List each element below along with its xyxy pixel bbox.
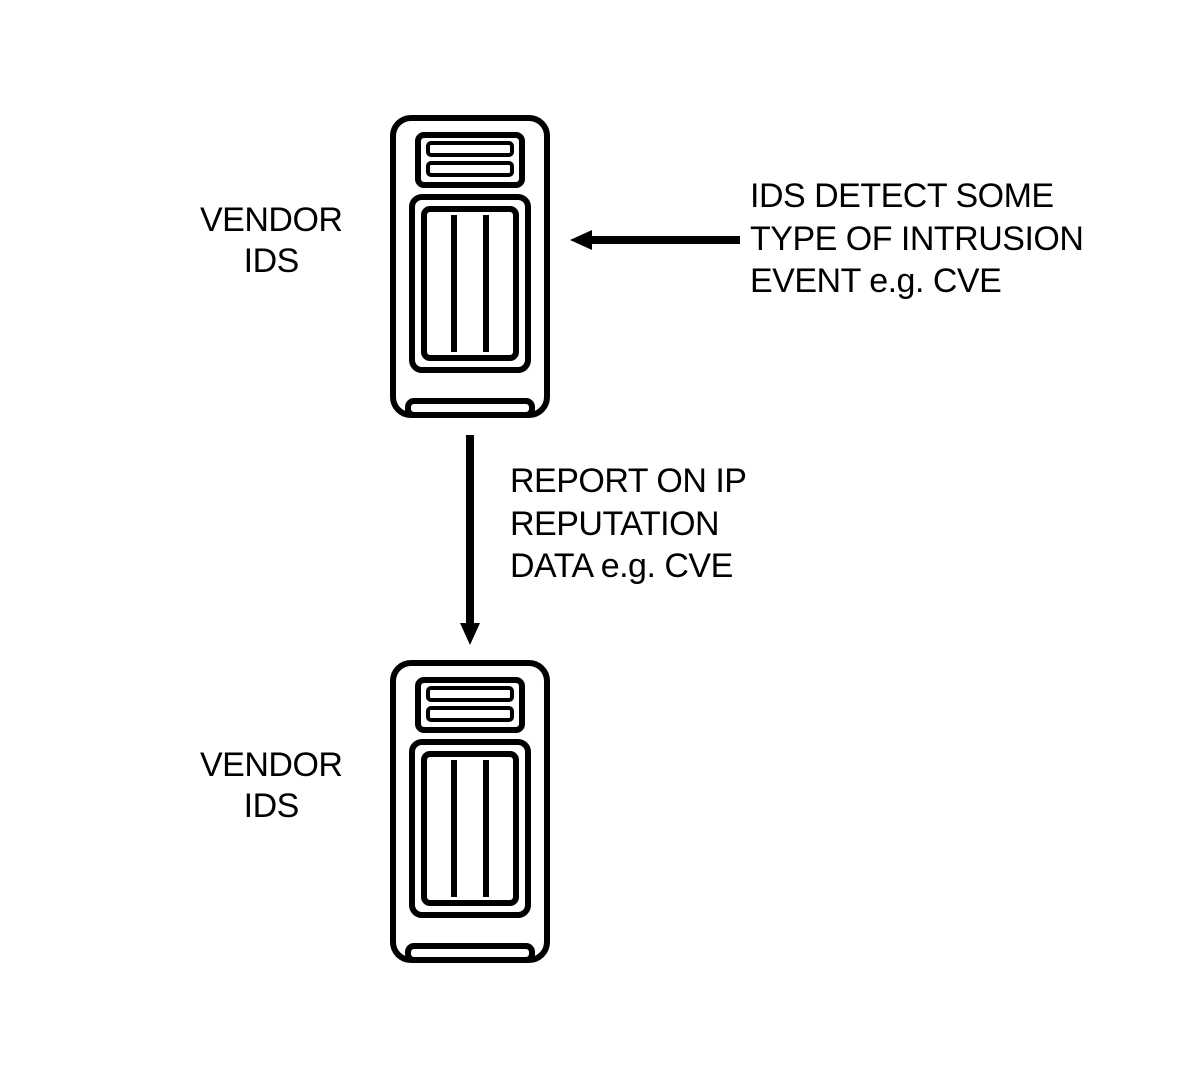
arrow-detect-head (570, 230, 592, 250)
server-top (390, 115, 550, 430)
server-bottom-label: VENDOR IDS (200, 745, 342, 827)
server-top-label-line2: IDS (244, 242, 299, 280)
server-bottom-label-line2: IDS (244, 787, 299, 825)
server-icon (390, 660, 550, 970)
arrow-report-head (460, 623, 480, 645)
arrow-detect-line (590, 236, 740, 244)
arrow-report-line (466, 435, 474, 625)
arrow-report-label: REPORT ON IP REPUTATION DATA e.g. CVE (510, 460, 746, 588)
server-top-label-line1: VENDOR (200, 201, 342, 239)
server-bottom-label-line1: VENDOR (200, 746, 342, 784)
arrow-report-label-line3: DATA e.g. CVE (510, 547, 733, 585)
arrow-detect-label-line1: IDS DETECT SOME (750, 177, 1054, 215)
server-top-label: VENDOR IDS (200, 200, 342, 282)
arrow-detect-label-line2: TYPE OF INTRUSION (750, 220, 1083, 258)
server-bottom (390, 660, 550, 975)
arrow-detect-label-line3: EVENT e.g. CVE (750, 262, 1001, 300)
arrow-detect-label: IDS DETECT SOME TYPE OF INTRUSION EVENT … (750, 175, 1083, 303)
arrow-report-label-line1: REPORT ON IP (510, 462, 746, 500)
server-icon (390, 115, 550, 425)
arrow-report-label-line2: REPUTATION (510, 505, 719, 543)
